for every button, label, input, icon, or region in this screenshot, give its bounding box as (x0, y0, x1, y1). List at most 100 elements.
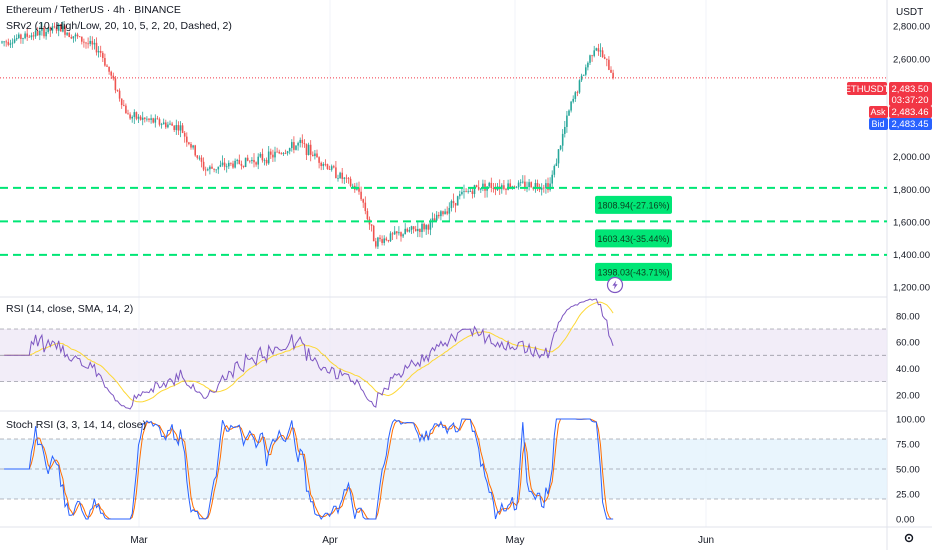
candle-body (221, 162, 224, 165)
candle-body (177, 125, 180, 131)
candle-body (530, 182, 532, 188)
candle-body (431, 218, 434, 222)
candle-body (335, 167, 337, 179)
candle-body (515, 187, 518, 189)
candle-body (64, 26, 66, 35)
candle-body (41, 27, 43, 31)
stoch-axis[interactable]: 100.00 75.00 50.00 25.00 0.00 (896, 415, 925, 526)
price-axis[interactable]: 2,800.002,600.002,400.002,200.002,000.00… (893, 22, 930, 294)
rsi-axis[interactable]: 80.00 60.00 40.00 20.00 (896, 311, 920, 401)
candle-body (11, 42, 14, 44)
candle-body (194, 145, 196, 156)
candle-body (389, 233, 392, 242)
candle-body (370, 224, 373, 226)
candle-body (238, 159, 241, 164)
price-tick-label: 1,800.00 (893, 185, 930, 196)
candle-body (242, 165, 245, 168)
settings-icon[interactable] (904, 533, 914, 543)
candle-body (179, 125, 182, 131)
candle-body (578, 80, 581, 93)
stoch-d-line (4, 418, 614, 520)
candle-body (480, 188, 482, 190)
candle-body (167, 124, 169, 128)
candle-body (78, 36, 81, 38)
sr-level-label: 1398.03(-43.71%) (597, 267, 669, 277)
candle-body (97, 50, 100, 53)
candle-body (104, 58, 106, 66)
candle-body (123, 105, 125, 106)
candle-body (448, 207, 451, 214)
candle-body (265, 159, 268, 164)
candle-body (566, 115, 568, 127)
candle-body (253, 159, 255, 163)
candle-body (303, 143, 306, 145)
candle-body (402, 234, 404, 237)
candle-body (419, 228, 421, 232)
candle-body (446, 211, 448, 214)
candle-body (417, 228, 419, 232)
candle-body (244, 157, 247, 168)
candle-body (612, 72, 614, 78)
candle-body (20, 34, 22, 40)
candle-body (152, 118, 154, 123)
candle-body (188, 142, 190, 144)
candle-body (127, 113, 129, 115)
candle-body (257, 156, 259, 165)
candle-body (440, 211, 442, 217)
candle-body (341, 172, 343, 179)
candle-body (284, 153, 287, 154)
candle-body (232, 163, 234, 168)
candle-body (391, 233, 394, 235)
candle-body (467, 191, 469, 193)
candle-body (141, 117, 144, 120)
candle-body (293, 142, 295, 150)
candle-body (412, 226, 415, 229)
candle-body (116, 90, 119, 91)
candle-body (162, 122, 165, 125)
candle-body (372, 225, 375, 242)
lightning-icon[interactable] (606, 276, 624, 294)
sr-level-label: 1808.94(-27.16%) (597, 200, 669, 210)
candle-body (379, 237, 381, 240)
candle-body (223, 162, 226, 167)
candle-body (347, 178, 350, 179)
candle-body (91, 40, 94, 45)
candle-body (47, 27, 49, 33)
candle-body (280, 153, 283, 155)
candle-body (24, 33, 26, 39)
candle-body (328, 169, 331, 170)
candle-body (114, 78, 117, 91)
candle-body (576, 92, 579, 94)
candle-body (297, 142, 299, 146)
candle-body (488, 182, 490, 187)
candle-body (45, 32, 47, 37)
candle-body (519, 181, 522, 183)
candle-body (118, 90, 121, 99)
candle-body (490, 182, 493, 188)
candle-body (13, 39, 16, 43)
candle-body (358, 187, 360, 192)
candle-body (39, 30, 41, 36)
candle-body (524, 181, 526, 188)
candle-body (559, 145, 562, 150)
candle-body (606, 58, 608, 60)
candle-body (204, 169, 207, 171)
candle-body (421, 223, 423, 232)
candle-body (175, 125, 178, 131)
price-tick-label: 1,200.00 (893, 283, 930, 294)
price-tick-label: 2,600.00 (893, 54, 930, 65)
candle-body (213, 168, 215, 170)
candle-body (240, 163, 243, 166)
candle-body (610, 69, 612, 73)
price-tick-label: 1,400.00 (893, 250, 930, 261)
candle-body (400, 232, 402, 237)
candle-body (295, 145, 297, 150)
candle-body (236, 159, 238, 161)
candle-body (444, 211, 446, 215)
stoch-band (0, 438, 887, 500)
candle-body (320, 162, 322, 167)
candle-body (442, 211, 444, 215)
candle-body (414, 228, 417, 232)
